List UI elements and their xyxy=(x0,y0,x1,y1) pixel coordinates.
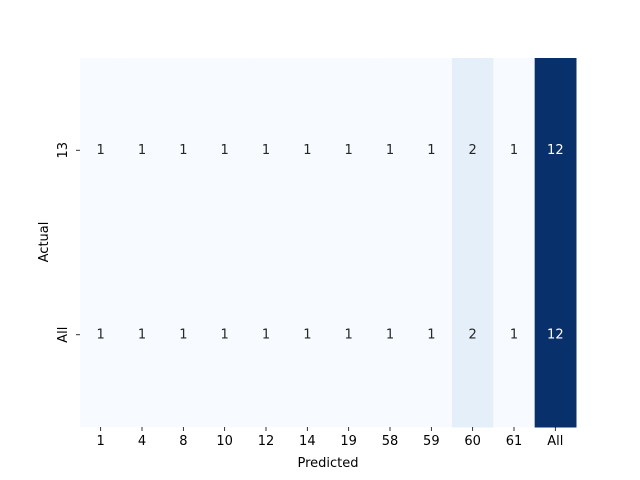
heatmap-cell xyxy=(80,242,122,428)
heatmap-cell xyxy=(286,242,329,428)
cell-value-label: 1 xyxy=(97,327,105,342)
heatmap-cell xyxy=(452,58,494,243)
cell-value-label: 1 xyxy=(345,327,353,342)
cell-value-label: 1 xyxy=(262,143,270,158)
heatmap-cell xyxy=(204,242,246,428)
heatmap-cell xyxy=(245,242,288,428)
heatmap-cells xyxy=(80,58,577,428)
cell-value-label: 1 xyxy=(221,143,229,158)
x-tick-label: 60 xyxy=(464,434,481,449)
cell-value-label: 1 xyxy=(345,143,353,158)
x-tick-label: 14 xyxy=(299,434,316,449)
heatmap-cell xyxy=(534,242,577,428)
cell-value-label: 2 xyxy=(469,327,477,342)
cell-value-label: 1 xyxy=(303,327,311,342)
heatmap-cell xyxy=(328,58,370,243)
heatmap-cell xyxy=(410,242,453,428)
heatmap-cell xyxy=(80,58,122,243)
x-tick-label: 10 xyxy=(216,434,233,449)
cell-value-label: 1 xyxy=(386,143,394,158)
cell-value-label: 1 xyxy=(221,327,229,342)
cell-value-label: 1 xyxy=(510,143,518,158)
cell-value-label: 1 xyxy=(179,327,187,342)
heatmap-cell xyxy=(452,242,494,428)
x-axis-ticks: 1 4 8 10 12 14 19 58 59 60 61 All xyxy=(97,427,563,449)
x-tick-label: 4 xyxy=(138,434,146,449)
cell-value-label: 1 xyxy=(262,327,270,342)
heatmap-cell xyxy=(328,242,370,428)
cell-value-label: 1 xyxy=(138,143,146,158)
heatmap-cell xyxy=(493,242,536,428)
x-tick-label: 12 xyxy=(258,434,275,449)
heatmap-cell xyxy=(534,58,577,243)
heatmap-cell xyxy=(369,58,412,243)
x-tick-label: 58 xyxy=(382,434,399,449)
x-tick-label: 59 xyxy=(423,434,440,449)
cell-value-label: 2 xyxy=(469,143,477,158)
cell-value-label: 1 xyxy=(427,143,435,158)
heatmap-cell xyxy=(162,58,205,243)
cell-value-label: 1 xyxy=(179,143,187,158)
heatmap-cell xyxy=(204,58,246,243)
cell-value-label: 1 xyxy=(427,327,435,342)
y-axis-ticks: 13 All xyxy=(56,142,80,343)
heatmap-cell xyxy=(162,242,205,428)
heatmap-cell xyxy=(369,242,412,428)
cell-value-label: 1 xyxy=(303,143,311,158)
cell-value-label: 1 xyxy=(386,327,394,342)
heatmap-cell xyxy=(286,58,329,243)
cell-value-label: 1 xyxy=(510,327,518,342)
cell-value-label: 12 xyxy=(547,143,564,158)
x-axis-label: Predicted xyxy=(297,456,358,471)
cell-value-label: 1 xyxy=(97,143,105,158)
x-tick-label: 8 xyxy=(179,434,187,449)
cell-value-label: 12 xyxy=(547,327,564,342)
heatmap-cell xyxy=(245,58,288,243)
heatmap-cell xyxy=(121,242,164,428)
heatmap-cell xyxy=(121,58,164,243)
y-tick-label: 13 xyxy=(56,142,71,159)
heatmap-cell xyxy=(410,58,453,243)
x-tick-label: 19 xyxy=(340,434,357,449)
x-tick-label: All xyxy=(547,434,563,449)
x-tick-label: 1 xyxy=(97,434,105,449)
heatmap-cell xyxy=(493,58,536,243)
y-axis-label: Actual xyxy=(37,222,52,263)
cell-value-label: 1 xyxy=(138,327,146,342)
heatmap-values: 1 1 1 1 1 1 1 1 1 2 1 121 1 1 1 1 1 1 1 1 2 1 12 xyxy=(97,143,564,343)
y-tick-label: All xyxy=(56,327,71,343)
x-tick-label: 61 xyxy=(506,434,523,449)
